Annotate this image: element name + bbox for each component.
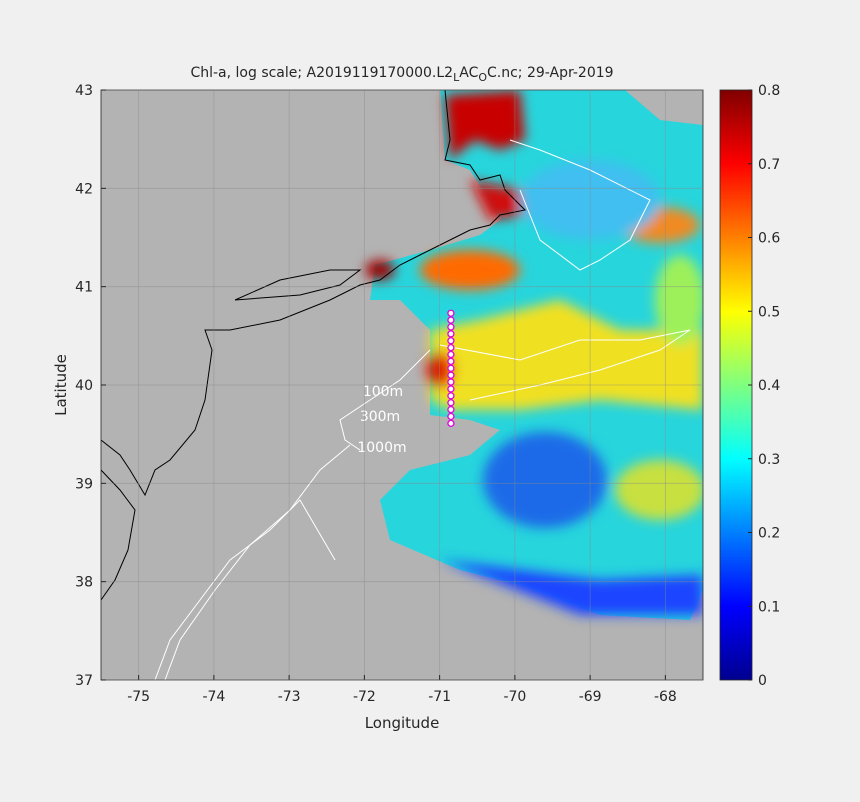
y-tick-label: 39 xyxy=(75,476,93,492)
station xyxy=(447,309,455,317)
station xyxy=(447,371,455,379)
colorbar-tick-label: 0.6 xyxy=(758,231,780,247)
station xyxy=(447,316,455,324)
station xyxy=(447,337,455,345)
contour-label: 100m xyxy=(363,384,403,400)
x-tick-label: -72 xyxy=(353,689,376,705)
chart-title: Chl-a, log scale; A2019119170000.L2LACOC… xyxy=(190,65,613,84)
colorbar-tick-label: 0.4 xyxy=(758,378,780,394)
colorbar-tick-label: 0.2 xyxy=(758,526,780,542)
coastline xyxy=(101,90,691,680)
colorbar-tick-label: 0.8 xyxy=(758,83,780,99)
y-tick-label: 42 xyxy=(75,181,93,197)
title-text: Chl-a, log scale; A2019119170000.L2 xyxy=(190,65,453,81)
x-tick-label: -70 xyxy=(503,689,526,705)
y-tick-label: 41 xyxy=(75,280,93,296)
contour-label: 300m xyxy=(360,409,400,425)
colorbar-tick-label: 0 xyxy=(758,673,767,689)
station xyxy=(447,330,455,338)
station xyxy=(447,323,455,331)
station xyxy=(447,364,455,372)
station xyxy=(447,405,455,414)
contour-label: 1000m xyxy=(357,440,406,456)
colorbar-tick-label: 0.1 xyxy=(758,599,780,615)
station xyxy=(447,378,455,386)
colorbar-tick-label: 0.3 xyxy=(758,452,780,468)
x-tick-label: -75 xyxy=(127,689,150,705)
station xyxy=(447,399,455,407)
title-text: AC xyxy=(459,65,478,81)
station xyxy=(447,343,455,352)
x-tick-label: -71 xyxy=(428,689,451,705)
y-axis-label: Latitude xyxy=(52,354,70,416)
y-tick-label: 37 xyxy=(75,673,93,689)
x-tick-label: -73 xyxy=(278,689,301,705)
colorbar-tick-label: 0.5 xyxy=(758,304,780,320)
title-subscript: L xyxy=(453,71,460,84)
x-axis-label: Longitude xyxy=(365,714,440,732)
title-subscript: O xyxy=(478,71,487,84)
colorbar xyxy=(719,89,753,681)
station xyxy=(447,412,455,421)
station xyxy=(447,392,455,400)
station xyxy=(447,385,455,393)
title-text: C.nc; 29-Apr-2019 xyxy=(487,65,614,81)
x-tick-label: -69 xyxy=(579,689,602,705)
station xyxy=(447,350,455,359)
colorbar-tick-label: 0.7 xyxy=(758,157,780,173)
x-tick-label: -68 xyxy=(654,689,677,705)
y-tick-label: 40 xyxy=(75,378,93,394)
station xyxy=(447,419,455,428)
y-tick-label: 38 xyxy=(75,575,93,591)
station xyxy=(447,357,455,366)
y-tick-label: 43 xyxy=(75,83,93,99)
x-tick-label: -74 xyxy=(202,689,225,705)
